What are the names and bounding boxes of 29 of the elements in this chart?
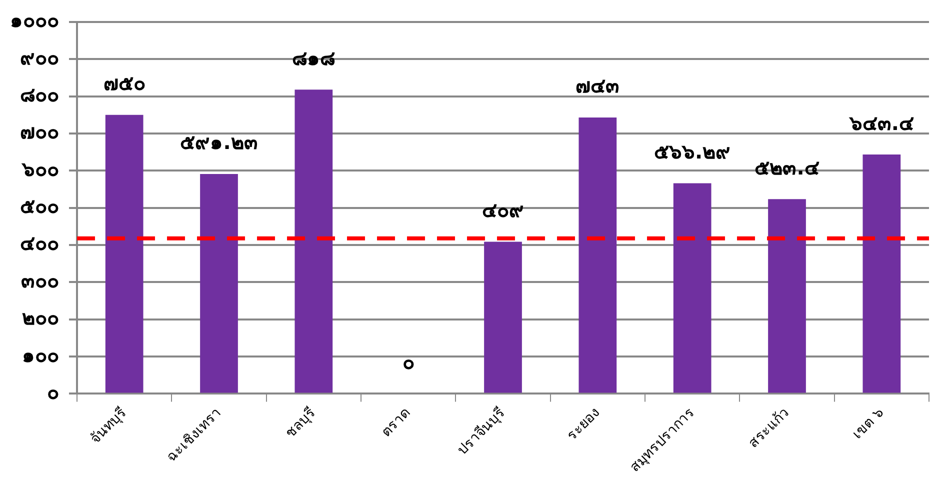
bar <box>484 242 522 393</box>
data-label: ๕๖๖.๒๙ <box>654 139 731 164</box>
y-tick-label: ๑๐๐๐ <box>10 8 59 32</box>
bar <box>105 114 144 393</box>
bar <box>294 90 333 393</box>
y-tick-label: ๘๐๐ <box>20 82 59 107</box>
y-tick-label: ๐ <box>47 380 59 404</box>
y-tick-label: ๑๐๐ <box>22 342 59 367</box>
y-tick-label: ๗๐๐ <box>20 120 59 144</box>
data-label: ๐ <box>402 350 414 374</box>
y-tick-label: ๔๐๐ <box>20 231 59 256</box>
bar <box>200 174 238 393</box>
data-label: ๕๒๓.๔ <box>754 155 820 180</box>
data-label: ๘๑๘ <box>292 46 336 70</box>
data-label: ๗๔๓ <box>576 74 620 98</box>
y-tick-label: ๙๐๐ <box>20 45 59 70</box>
data-label: ๗๕๐ <box>103 71 146 96</box>
bar <box>673 183 712 393</box>
data-label: ๔๐๙ <box>482 198 524 222</box>
bar <box>578 118 617 393</box>
y-tick-label: ๖๐๐ <box>21 156 59 181</box>
x-tick-label: เขต ๖ <box>849 404 888 443</box>
bar <box>768 199 806 393</box>
bar <box>862 154 901 393</box>
y-tick-label: ๒๐๐ <box>22 306 59 330</box>
data-label: ๕๙๑.๒๓ <box>180 130 258 154</box>
data-label: ๖๔๓.๔ <box>848 110 914 135</box>
y-tick-label: ๕๐๐ <box>20 194 59 218</box>
y-tick-label: ๓๐๐ <box>21 268 59 292</box>
